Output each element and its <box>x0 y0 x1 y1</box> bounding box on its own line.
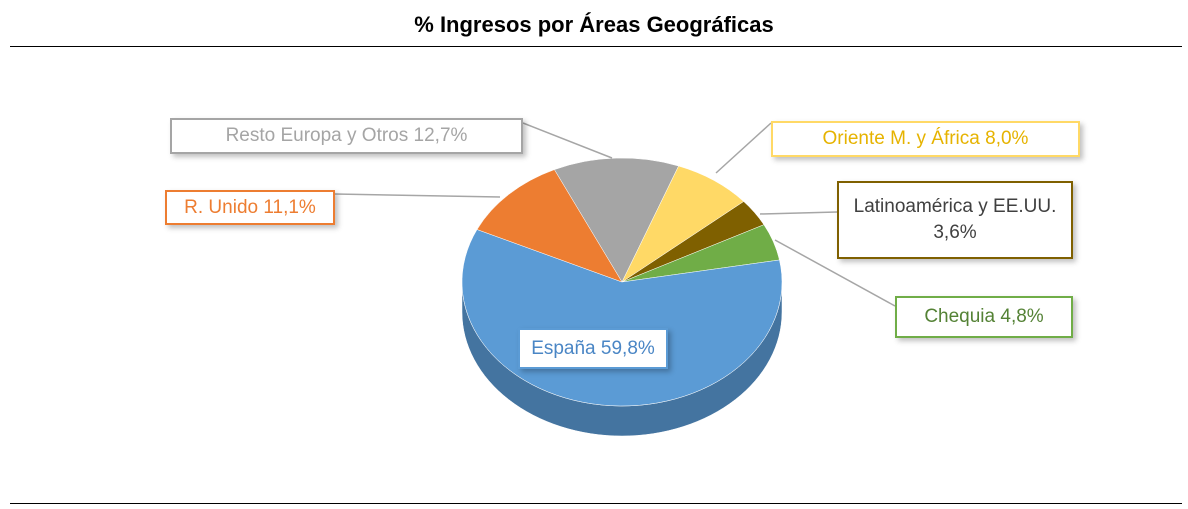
data-label: Latinoamérica y EE.UU. 3,6% <box>837 181 1073 259</box>
category-label: Chequia <box>924 306 996 328</box>
pie-slice <box>476 169 623 283</box>
category-label: Resto Europa y Otros <box>225 125 409 147</box>
value-label: 12,7% <box>413 125 468 147</box>
value-label: 8,0% <box>985 128 1029 150</box>
chart-title: % Ingresos por Áreas Geográficas <box>414 12 774 37</box>
data-label: R. Unido 11,1% <box>165 190 335 225</box>
leader-line <box>774 239 896 307</box>
label-text: Latinoamérica y EE.UU. 3,6% <box>845 194 1065 245</box>
leader-line <box>715 122 772 174</box>
category-label: Oriente M. y África <box>822 128 980 150</box>
label-text: Chequia 4,8% <box>924 304 1043 330</box>
label-text: España 59,8% <box>531 336 655 362</box>
data-label: España 59,8% <box>518 328 668 369</box>
leader-line <box>334 193 501 198</box>
label-text: R. Unido 11,1% <box>184 195 316 221</box>
value-label: 3,6% <box>933 222 977 243</box>
value-label: 11,1% <box>263 196 316 218</box>
leader-line <box>759 211 838 215</box>
data-label: Oriente M. y África 8,0% <box>771 121 1080 157</box>
data-label: Chequia 4,8% <box>895 296 1073 338</box>
category-label: R. Unido <box>184 196 259 218</box>
rule <box>10 46 1182 47</box>
label-text: Oriente M. y África 8,0% <box>823 126 1029 152</box>
leader-line <box>522 122 613 159</box>
rule <box>10 503 1182 504</box>
category-label: Latinoamérica y EE.UU. <box>853 196 1057 218</box>
value-label: 4,8% <box>1000 306 1044 328</box>
data-label: Resto Europa y Otros 12,7% <box>170 118 523 154</box>
category-label: España <box>531 337 596 359</box>
pie-slice <box>554 157 679 283</box>
label-text: Resto Europa y Otros 12,7% <box>226 123 468 149</box>
value-label: 59,8% <box>600 337 655 359</box>
